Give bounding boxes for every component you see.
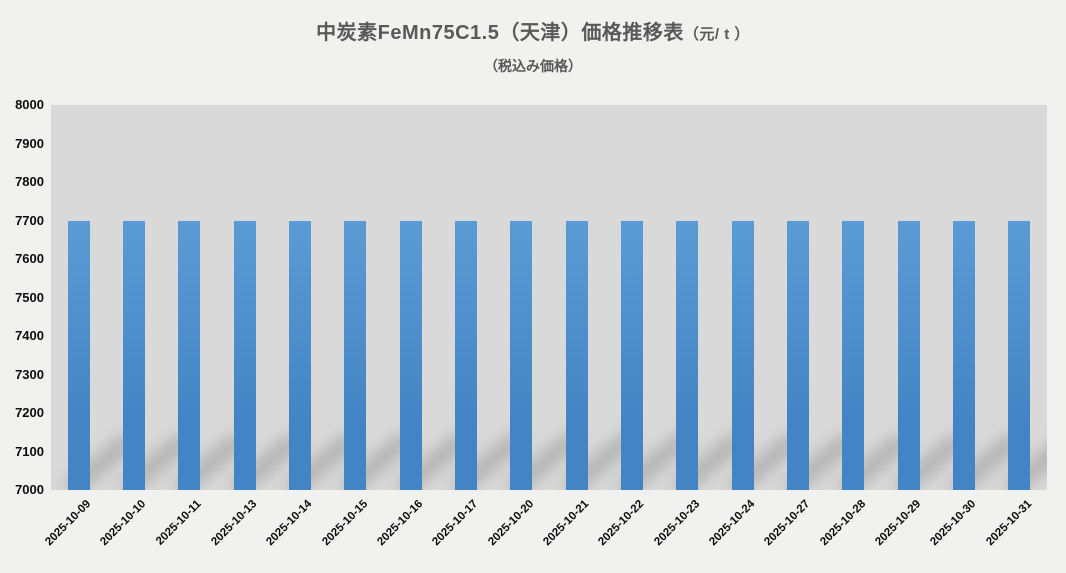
x-axis-tick-label: 2025-10-10: [98, 498, 149, 549]
chart-title-unit: （元/ t ）: [683, 26, 750, 43]
y-axis-tick-label: 7000: [15, 482, 44, 497]
y-axis-tick-label: 7300: [15, 366, 44, 382]
y-axis-tick-label: 7400: [15, 328, 44, 343]
bar: [67, 220, 90, 490]
x-axis-tick-label: 2025-10-11: [154, 498, 204, 548]
y-axis-tick-label: 7600: [15, 251, 44, 266]
bar: [455, 220, 477, 490]
bar: [565, 220, 588, 490]
y-axis-tick-label: 7800: [15, 174, 44, 189]
y-axis-tick-label: 7700: [15, 212, 44, 228]
x-axis-tick-label: 2025-10-16: [375, 498, 426, 549]
bar: [897, 220, 920, 490]
chart-title-main: 中炭素FeMn75C1.5（天津）価格推移表: [316, 22, 684, 44]
x-axis-tick-label: 2025-10-23: [651, 498, 702, 549]
bar: [233, 220, 256, 490]
x-axis-tick-label: 2025-10-17: [430, 498, 481, 549]
chart-title: 中炭素FeMn75C1.5（天津）価格推移表（元/ t ）: [0, 16, 1066, 45]
x-axis-tick-label: 2025-10-14: [264, 498, 315, 549]
x-axis-tick-label: 2025-10-15: [319, 498, 370, 549]
bar: [399, 220, 422, 490]
bar: [289, 220, 311, 490]
x-axis-tick-label: 2025-10-24: [707, 498, 758, 549]
x-axis-tick-label: 2025-10-22: [596, 498, 647, 549]
bar: [731, 220, 754, 490]
bar: [842, 220, 865, 490]
y-axis-tick-label: 7200: [15, 405, 44, 420]
bar: [676, 220, 699, 490]
bar: [787, 220, 809, 490]
bar: [621, 220, 643, 490]
x-axis-tick-label: 2025-10-29: [873, 498, 924, 549]
x-axis-tick-label: 2025-10-09: [43, 498, 94, 549]
bar: [953, 220, 975, 490]
chart-subtitle: （税込み価格）: [484, 58, 582, 74]
bar: [510, 220, 533, 490]
y-axis-tick-label: 7900: [15, 135, 44, 151]
y-axis-tick-label: 7100: [15, 443, 44, 459]
plot-area: [51, 105, 1047, 490]
x-axis-tick-label: 2025-10-28: [817, 498, 868, 549]
bar: [1008, 220, 1031, 490]
x-axis-tick-label: 2025-10-21: [541, 498, 592, 549]
y-axis-tick-label: 8000: [15, 97, 44, 112]
x-axis-tick-label: 2025-10-31: [983, 498, 1034, 549]
x-axis-tick-label: 2025-10-20: [485, 498, 536, 549]
x-axis-tick-label: 2025-10-30: [928, 498, 979, 549]
x-axis-tick-label: 2025-10-27: [762, 498, 813, 549]
bar: [123, 220, 145, 490]
bar: [344, 220, 367, 490]
x-axis-tick-label: 2025-10-13: [209, 498, 260, 549]
y-axis-tick-label: 7500: [15, 289, 44, 305]
bar: [178, 220, 201, 490]
